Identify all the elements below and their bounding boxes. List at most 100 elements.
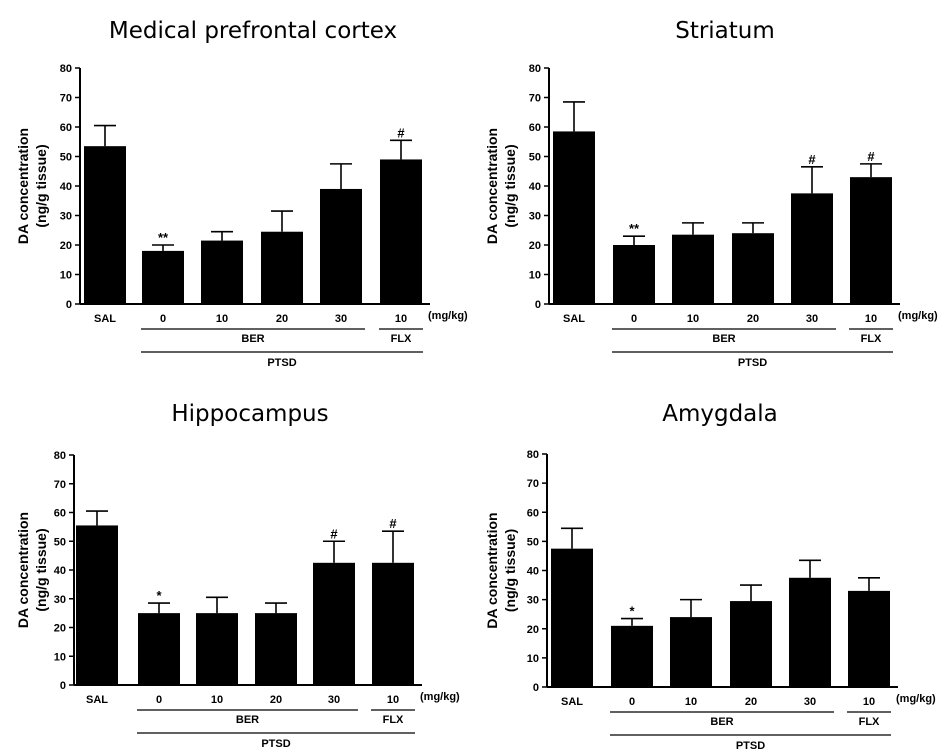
y-tick-label: 10 <box>529 270 541 282</box>
y-tick-label: 30 <box>529 211 541 223</box>
y-axis-label-line-2: (ng/g tissue) <box>33 528 49 611</box>
y-tick-label: 10 <box>527 653 539 665</box>
x-tick-label: 10 <box>865 313 877 325</box>
x-tick-label: 0 <box>156 694 162 706</box>
chart-title: Medical prefrontal cortex <box>109 18 397 44</box>
y-tick-label: 20 <box>529 240 541 252</box>
y-tick-label: 70 <box>60 93 72 105</box>
bar <box>848 590 890 687</box>
flx-group-label: FLX <box>383 714 404 726</box>
y-axis-label: DA concentration (ng/g tissue) <box>484 512 518 628</box>
y-axis-label-line-1: DA concentration <box>484 128 500 244</box>
bar <box>196 613 238 685</box>
x-tick-label: 30 <box>335 313 347 325</box>
x-tick-label: 0 <box>160 313 166 325</box>
y-tick-label: 60 <box>527 507 539 519</box>
y-tick-label: 0 <box>66 299 72 311</box>
x-tick-label: 10 <box>863 696 875 708</box>
bar <box>732 233 774 304</box>
bar <box>380 159 422 304</box>
x-tick-label: 30 <box>328 694 340 706</box>
ptsd-group-label: PTSD <box>738 357 767 369</box>
chart-panel-1: Medical prefrontal cortex DA concentratio… <box>15 18 468 369</box>
x-tick-label: 30 <box>806 313 818 325</box>
y-tick-label: 50 <box>527 536 539 548</box>
x-tick-label: 20 <box>745 696 757 708</box>
ber-group-label: BER <box>236 714 259 726</box>
significance-marker: # <box>397 125 405 140</box>
x-tick-label: 10 <box>687 313 699 325</box>
bar <box>261 231 303 304</box>
y-tick-label: 60 <box>60 122 72 134</box>
x-tick-label: 10 <box>387 694 399 706</box>
bar <box>76 525 118 685</box>
bar <box>670 617 712 687</box>
significance-marker: # <box>867 149 875 164</box>
bar <box>138 613 180 685</box>
chart-title: Amygdala <box>662 401 778 427</box>
bar <box>730 601 772 687</box>
bar <box>142 250 184 304</box>
flx-group-label: FLX <box>861 333 882 345</box>
x-tick-label: SAL <box>563 313 585 325</box>
x-tick-label: 30 <box>804 696 816 708</box>
bar <box>613 245 655 304</box>
bar <box>84 146 126 304</box>
chart-title: Hippocampus <box>171 401 328 427</box>
y-axis-label-line-2: (ng/g tissue) <box>502 144 518 227</box>
x-tick-label: SAL <box>561 696 583 708</box>
y-axis-label: DA concentration (ng/g tissue) <box>484 128 518 244</box>
y-tick-label: 0 <box>533 682 539 694</box>
x-tick-label: 0 <box>631 313 637 325</box>
bar <box>255 613 297 685</box>
x-tick-label: 10 <box>685 696 697 708</box>
y-tick-label: 10 <box>60 270 72 282</box>
y-axis-label: DA concentration (ng/g tissue) <box>15 128 49 244</box>
unit-label: (mg/kg) <box>896 693 936 705</box>
ber-group-label: BER <box>710 716 733 728</box>
y-tick-label: 70 <box>527 478 539 490</box>
y-tick-label: 0 <box>535 299 541 311</box>
bar <box>791 193 833 304</box>
chart-panel-4: Amygdala DA concentration (ng/g tissue) 0 10… <box>484 401 936 751</box>
y-tick-label: 40 <box>54 565 66 577</box>
bar <box>201 240 243 304</box>
y-tick-label: 80 <box>54 450 66 462</box>
y-axis-label-line-2: (ng/g tissue) <box>33 144 49 227</box>
x-tick-label: 0 <box>629 696 635 708</box>
bar <box>313 562 355 685</box>
ber-group-label: BER <box>712 333 735 345</box>
y-tick-label: 70 <box>54 479 66 491</box>
bar <box>850 177 892 304</box>
bar <box>553 131 595 304</box>
x-tick-label: 20 <box>270 694 282 706</box>
y-tick-label: 20 <box>527 624 539 636</box>
y-tick-label: 80 <box>527 449 539 461</box>
chart-panel-2: Striatum DA concentration (ng/g tissue) 0 10… <box>484 18 938 369</box>
x-tick-label: 10 <box>211 694 223 706</box>
y-tick-label: 40 <box>60 181 72 193</box>
flx-group-label: FLX <box>391 333 412 345</box>
y-tick-label: 0 <box>60 680 66 692</box>
y-tick-label: 60 <box>529 122 541 134</box>
significance-marker: # <box>330 526 338 541</box>
unit-label: (mg/kg) <box>420 691 460 703</box>
significance-marker: ** <box>629 221 640 236</box>
y-axis-label-line-1: DA concentration <box>484 512 500 628</box>
y-tick-label: 40 <box>527 566 539 578</box>
bar <box>372 562 414 685</box>
chart-panel-3: Hippocampus DA concentration (ng/g tissue)… <box>15 401 460 750</box>
y-tick-label: 40 <box>529 181 541 193</box>
significance-marker: * <box>629 604 635 619</box>
y-axis-label-line-1: DA concentration <box>15 512 31 628</box>
x-tick-label: 20 <box>276 313 288 325</box>
y-tick-label: 50 <box>54 536 66 548</box>
bar <box>672 234 714 304</box>
ptsd-group-label: PTSD <box>736 740 765 751</box>
y-tick-label: 80 <box>529 63 541 75</box>
y-tick-label: 80 <box>60 63 72 75</box>
x-tick-label: SAL <box>86 694 108 706</box>
significance-marker: # <box>808 152 816 167</box>
y-tick-label: 20 <box>54 623 66 635</box>
